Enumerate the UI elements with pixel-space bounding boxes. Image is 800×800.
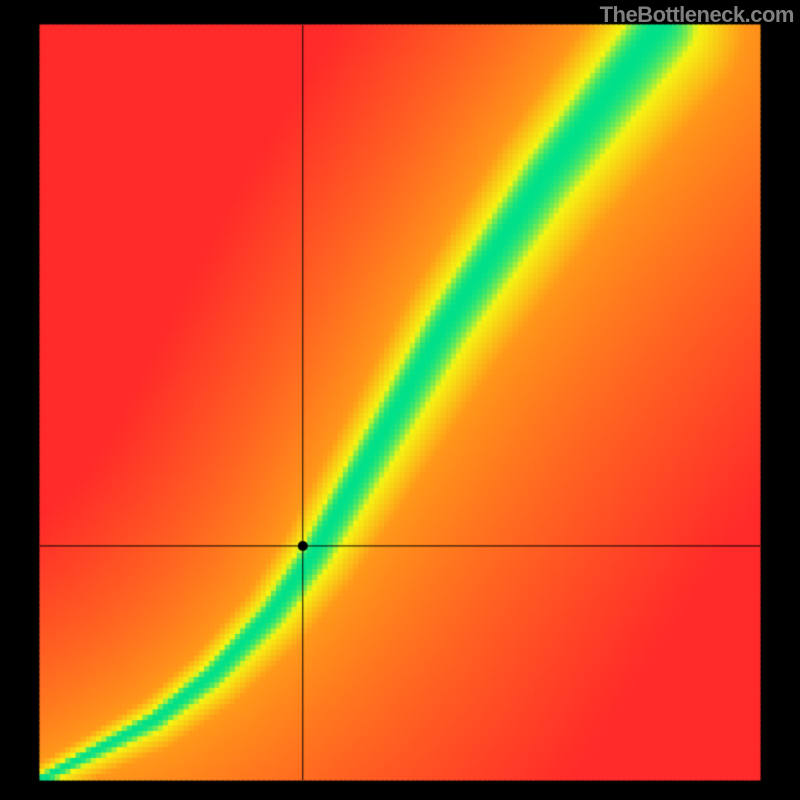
bottleneck-heatmap <box>0 0 800 800</box>
watermark-text: TheBottleneck.com <box>600 2 794 28</box>
